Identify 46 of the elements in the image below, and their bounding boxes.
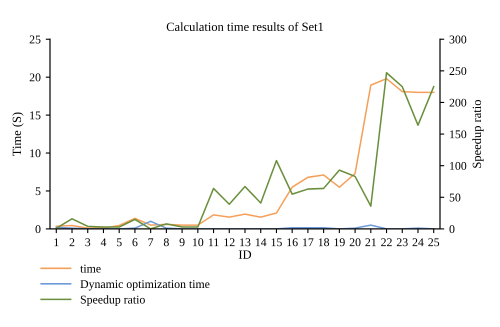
y-tick-label: 0 bbox=[36, 225, 41, 234]
x-tick-label: 4 bbox=[100, 238, 106, 246]
x-tick-label: 22 bbox=[381, 238, 392, 246]
x-tick-label: 9 bbox=[180, 238, 185, 246]
x-tick-label: 14 bbox=[256, 238, 266, 246]
x-tick-label: 24 bbox=[412, 238, 424, 246]
legend-label: time bbox=[80, 264, 101, 273]
x-tick-label: 7 bbox=[148, 238, 154, 246]
x-tick-label: 8 bbox=[164, 238, 169, 246]
legend-label: Dynamic optimization time bbox=[80, 280, 210, 290]
x-tick-label: 17 bbox=[303, 238, 314, 246]
legend-label: Speedup ratio bbox=[80, 295, 145, 306]
y-tick-label: 15 bbox=[30, 111, 41, 120]
y-axis-title: Time (S) bbox=[12, 112, 24, 156]
x-tick-label: 2 bbox=[70, 238, 74, 246]
x-axis-title: ID bbox=[238, 250, 252, 259]
x-tick-label: 1 bbox=[54, 238, 59, 246]
y2-tick-label: 0 bbox=[449, 225, 454, 234]
x-tick-label: 12 bbox=[224, 238, 235, 246]
x-tick-label: 23 bbox=[396, 238, 408, 246]
y2-axis-title: Speedup ratio bbox=[472, 100, 484, 168]
x-tick-label: 11 bbox=[208, 238, 219, 246]
y2-tick-label: 50 bbox=[450, 194, 460, 202]
y2-tick-label: 100 bbox=[450, 162, 466, 170]
x-tick-label: 16 bbox=[287, 238, 298, 246]
x-tick-label: 13 bbox=[240, 238, 250, 246]
x-tick-label: 25 bbox=[428, 238, 440, 246]
y-tick-label: 25 bbox=[30, 36, 41, 44]
x-tick-label: 10 bbox=[192, 238, 204, 246]
x-tick-label: 18 bbox=[318, 238, 330, 246]
line-series bbox=[56, 220, 434, 229]
y2-tick-label: 200 bbox=[450, 98, 466, 107]
y2-tick-label: 300 bbox=[450, 35, 466, 44]
y-tick-label: 5 bbox=[36, 187, 41, 196]
x-tick-label: 5 bbox=[116, 238, 122, 246]
x-tick-label: 6 bbox=[132, 238, 138, 246]
x-tick-label: 19 bbox=[334, 238, 345, 246]
x-tick-label: 20 bbox=[350, 238, 361, 246]
x-tick-label: 21 bbox=[365, 238, 376, 246]
y2-tick-label: 250 bbox=[450, 67, 466, 76]
x-tick-label: 15 bbox=[272, 238, 282, 246]
chart-title: Calculation time results of Set1 bbox=[166, 22, 324, 32]
y2-tick-label: 150 bbox=[450, 130, 466, 138]
y-tick-label: 10 bbox=[30, 149, 41, 158]
y-tick-label: 20 bbox=[30, 73, 41, 82]
x-tick-label: 3 bbox=[85, 238, 90, 246]
